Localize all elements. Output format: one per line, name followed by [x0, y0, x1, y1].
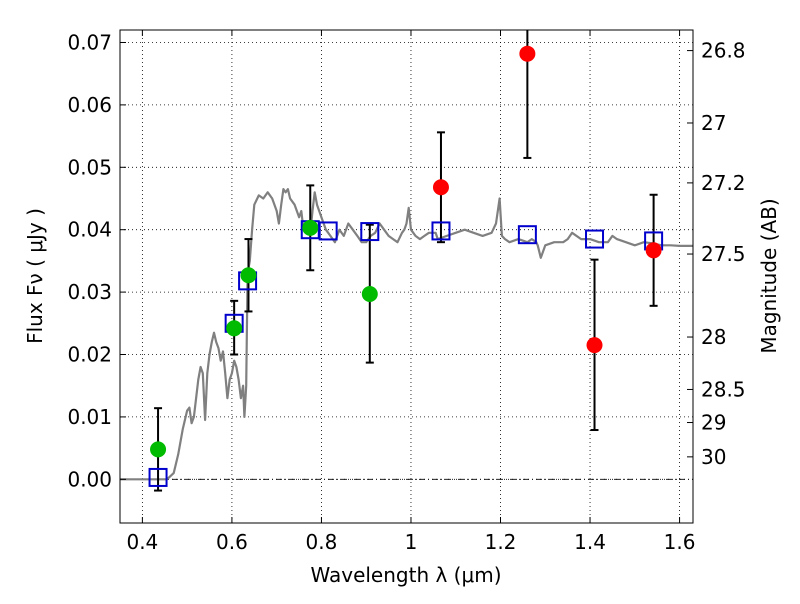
observed-point-red [519, 45, 536, 62]
observed-point-green [302, 219, 319, 236]
right-tick-label: 28 [701, 325, 726, 349]
right-tick-label: 29 [701, 411, 726, 435]
y-tick-label: 0.04 [67, 218, 112, 242]
y-tick-label: 0.06 [67, 93, 112, 117]
y-tick-label: 0.03 [67, 280, 112, 304]
y-tick-label: 0.00 [67, 467, 112, 491]
model-photometry-square [431, 221, 451, 241]
model-photometry-square [360, 222, 380, 242]
x-tick-label: 1.2 [485, 530, 517, 554]
observed-point-red [586, 337, 603, 354]
right-tick-label: 27.2 [701, 171, 746, 195]
plot-frame [119, 29, 694, 524]
observed-point-red [432, 179, 449, 196]
observed-point-green [240, 267, 257, 284]
spectrum-line [120, 188, 693, 481]
right-tick-label: 30 [701, 445, 726, 469]
right-tick-label: 27 [701, 111, 726, 135]
x-tick-label: 1 [405, 530, 418, 554]
grid [120, 30, 693, 523]
y-tick-label: 0.02 [67, 343, 112, 367]
right-tick-label: 28.5 [701, 377, 746, 401]
x-tick-label: 1.6 [664, 530, 696, 554]
y-tick-label: 0.05 [67, 155, 112, 179]
x-tick-label: 0.6 [216, 530, 248, 554]
observed-point-green [361, 285, 378, 302]
x-tick-label: 0.8 [306, 530, 338, 554]
model-photometry-square [517, 225, 537, 245]
right-tick-label: 27.5 [701, 242, 746, 266]
y-axis-label: Flux Fν ( μJy ) [23, 208, 47, 344]
axis-ticks: 0.4 0.6 0.8 1 1.2 1.4 1.6 0.00 0.01 0.02 0.03 0.04 0… [67, 30, 746, 554]
x-tick-label: 1.4 [574, 530, 606, 554]
y-axis-right-label: Magnitude (AB) [757, 198, 781, 353]
x-axis-label: Wavelength λ (μm) [310, 563, 501, 587]
observed-point-green [226, 320, 243, 337]
y-tick-label: 0.07 [67, 30, 112, 54]
observed-point-green [150, 441, 167, 458]
model-photometry-square [585, 229, 605, 249]
right-tick-label: 26.8 [701, 39, 746, 63]
x-tick-label: 0.4 [126, 530, 158, 554]
model-photometry-square [148, 467, 168, 487]
y-tick-label: 0.01 [67, 405, 112, 429]
observed-point-red [645, 242, 662, 259]
plot-area [120, 30, 693, 492]
model-photometry-square [318, 221, 338, 241]
